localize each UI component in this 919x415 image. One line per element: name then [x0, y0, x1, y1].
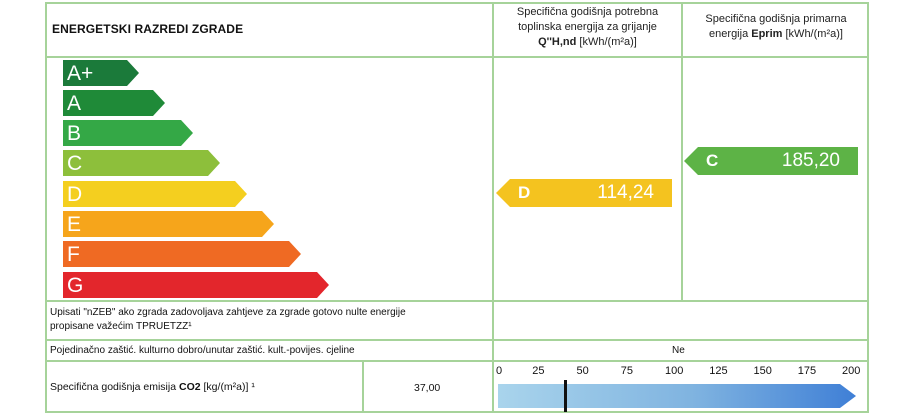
- header-line: toplinska energija za grijanje: [518, 21, 657, 33]
- header-line: Specifična godišnja primarna: [705, 13, 847, 25]
- scale-tick-label: 150: [753, 365, 772, 377]
- class-bar-label: G: [67, 274, 84, 297]
- class-bar-label: C: [67, 152, 83, 175]
- class-bar-g: G: [63, 272, 329, 298]
- nzeb-line: propisane važećim TPRUETZZ¹: [50, 321, 192, 332]
- cultural-heritage-label: Pojedinačno zaštić. kulturno dobro/unuta…: [50, 345, 355, 356]
- heating-class-indicator: D 114,24: [496, 179, 672, 207]
- header-line: Specifična godišnja potrebna: [516, 6, 659, 18]
- indicator-arrow: [684, 147, 858, 175]
- indicator-value: 185,20: [781, 150, 840, 171]
- scale-tick-label: 25: [532, 365, 545, 377]
- emission-scale-arrow: [498, 380, 856, 412]
- class-bar-e: E: [63, 211, 274, 237]
- energy-certificate-table: [45, 2, 869, 413]
- emission-label: Specifična godišnja emisija CO2 [kg/(m²a…: [50, 380, 255, 394]
- unit: [kWh/(m²a)]: [579, 36, 637, 48]
- divider: [45, 339, 869, 341]
- cultural-heritage-value: Ne: [672, 345, 685, 356]
- emission-label-prefix: Specifična godišnja emisija: [50, 381, 177, 393]
- class-bar-c: C: [63, 150, 220, 176]
- class-bar-label: D: [67, 183, 83, 206]
- symbol: Q''H,nd: [538, 36, 577, 48]
- indicator-value: 114,24: [597, 182, 654, 203]
- emission-value: 37,00: [414, 382, 441, 394]
- divider: [362, 360, 364, 413]
- indicator-class: D: [518, 183, 531, 202]
- heating-energy-header: Specifična godišnja potrebna toplinska e…: [494, 5, 681, 50]
- symbol: Eprim: [751, 28, 783, 40]
- divider: [45, 300, 869, 302]
- divider: [681, 2, 683, 302]
- nzeb-label: Upisati "nZEB" ako zgrada zadovoljava za…: [50, 306, 490, 334]
- class-bar-shape: [63, 211, 274, 237]
- class-bar-shape: [63, 90, 165, 116]
- emission-unit: [kg/(m²a)] ¹: [203, 381, 255, 393]
- class-bar-shape: [63, 181, 247, 207]
- primary-energy-header: Specifična godišnja primarna energija Ep…: [683, 12, 869, 42]
- indicator-arrow: [496, 179, 672, 207]
- class-bar-label: E: [67, 213, 82, 236]
- class-bar-shape: [63, 272, 329, 298]
- nzeb-line: Upisati "nZEB" ako zgrada zadovoljava za…: [50, 307, 406, 318]
- page-title: ENERGETSKI RAZREDI ZGRADE: [52, 22, 244, 36]
- scale-tick-label: 0: [496, 365, 503, 377]
- scale-tick-label: 175: [797, 365, 817, 377]
- class-bar-shape: [63, 150, 220, 176]
- class-bar-a: A: [63, 90, 165, 116]
- class-bar-d: D: [63, 181, 247, 207]
- co2-symbol: CO2: [179, 381, 201, 393]
- scale-tick-label: 50: [576, 365, 589, 377]
- class-bar-shape: [63, 241, 301, 267]
- header-unit-line: Q''H,nd [kWh/(m²a)]: [494, 35, 681, 50]
- divider: [45, 56, 869, 58]
- class-bar-label: A+: [67, 62, 94, 85]
- class-bar-shape: [63, 120, 193, 146]
- header-prefix: energija: [709, 28, 749, 40]
- class-bar-a-plus: A+: [63, 60, 139, 86]
- divider: [45, 360, 869, 362]
- class-bar-shape: [63, 60, 139, 86]
- unit: [kWh/(m²a)]: [785, 28, 843, 40]
- scale-tick-label: 125: [709, 365, 728, 377]
- emission-marker: [564, 380, 567, 412]
- divider: [492, 2, 494, 413]
- scale-tick-label: 100: [665, 365, 684, 377]
- scale-tick-label: 200: [842, 365, 861, 377]
- class-bar-label: B: [67, 122, 82, 145]
- indicator-class: C: [706, 151, 719, 170]
- class-bar-label: A: [67, 92, 82, 115]
- class-bar-label: F: [67, 243, 80, 266]
- header-unit-line: energija Eprim [kWh/(m²a)]: [683, 27, 869, 42]
- class-bar-b: B: [63, 120, 193, 146]
- primary-class-indicator: C 185,20: [684, 147, 858, 175]
- class-bar-f: F: [63, 241, 301, 267]
- scale-tick-label: 75: [620, 365, 633, 377]
